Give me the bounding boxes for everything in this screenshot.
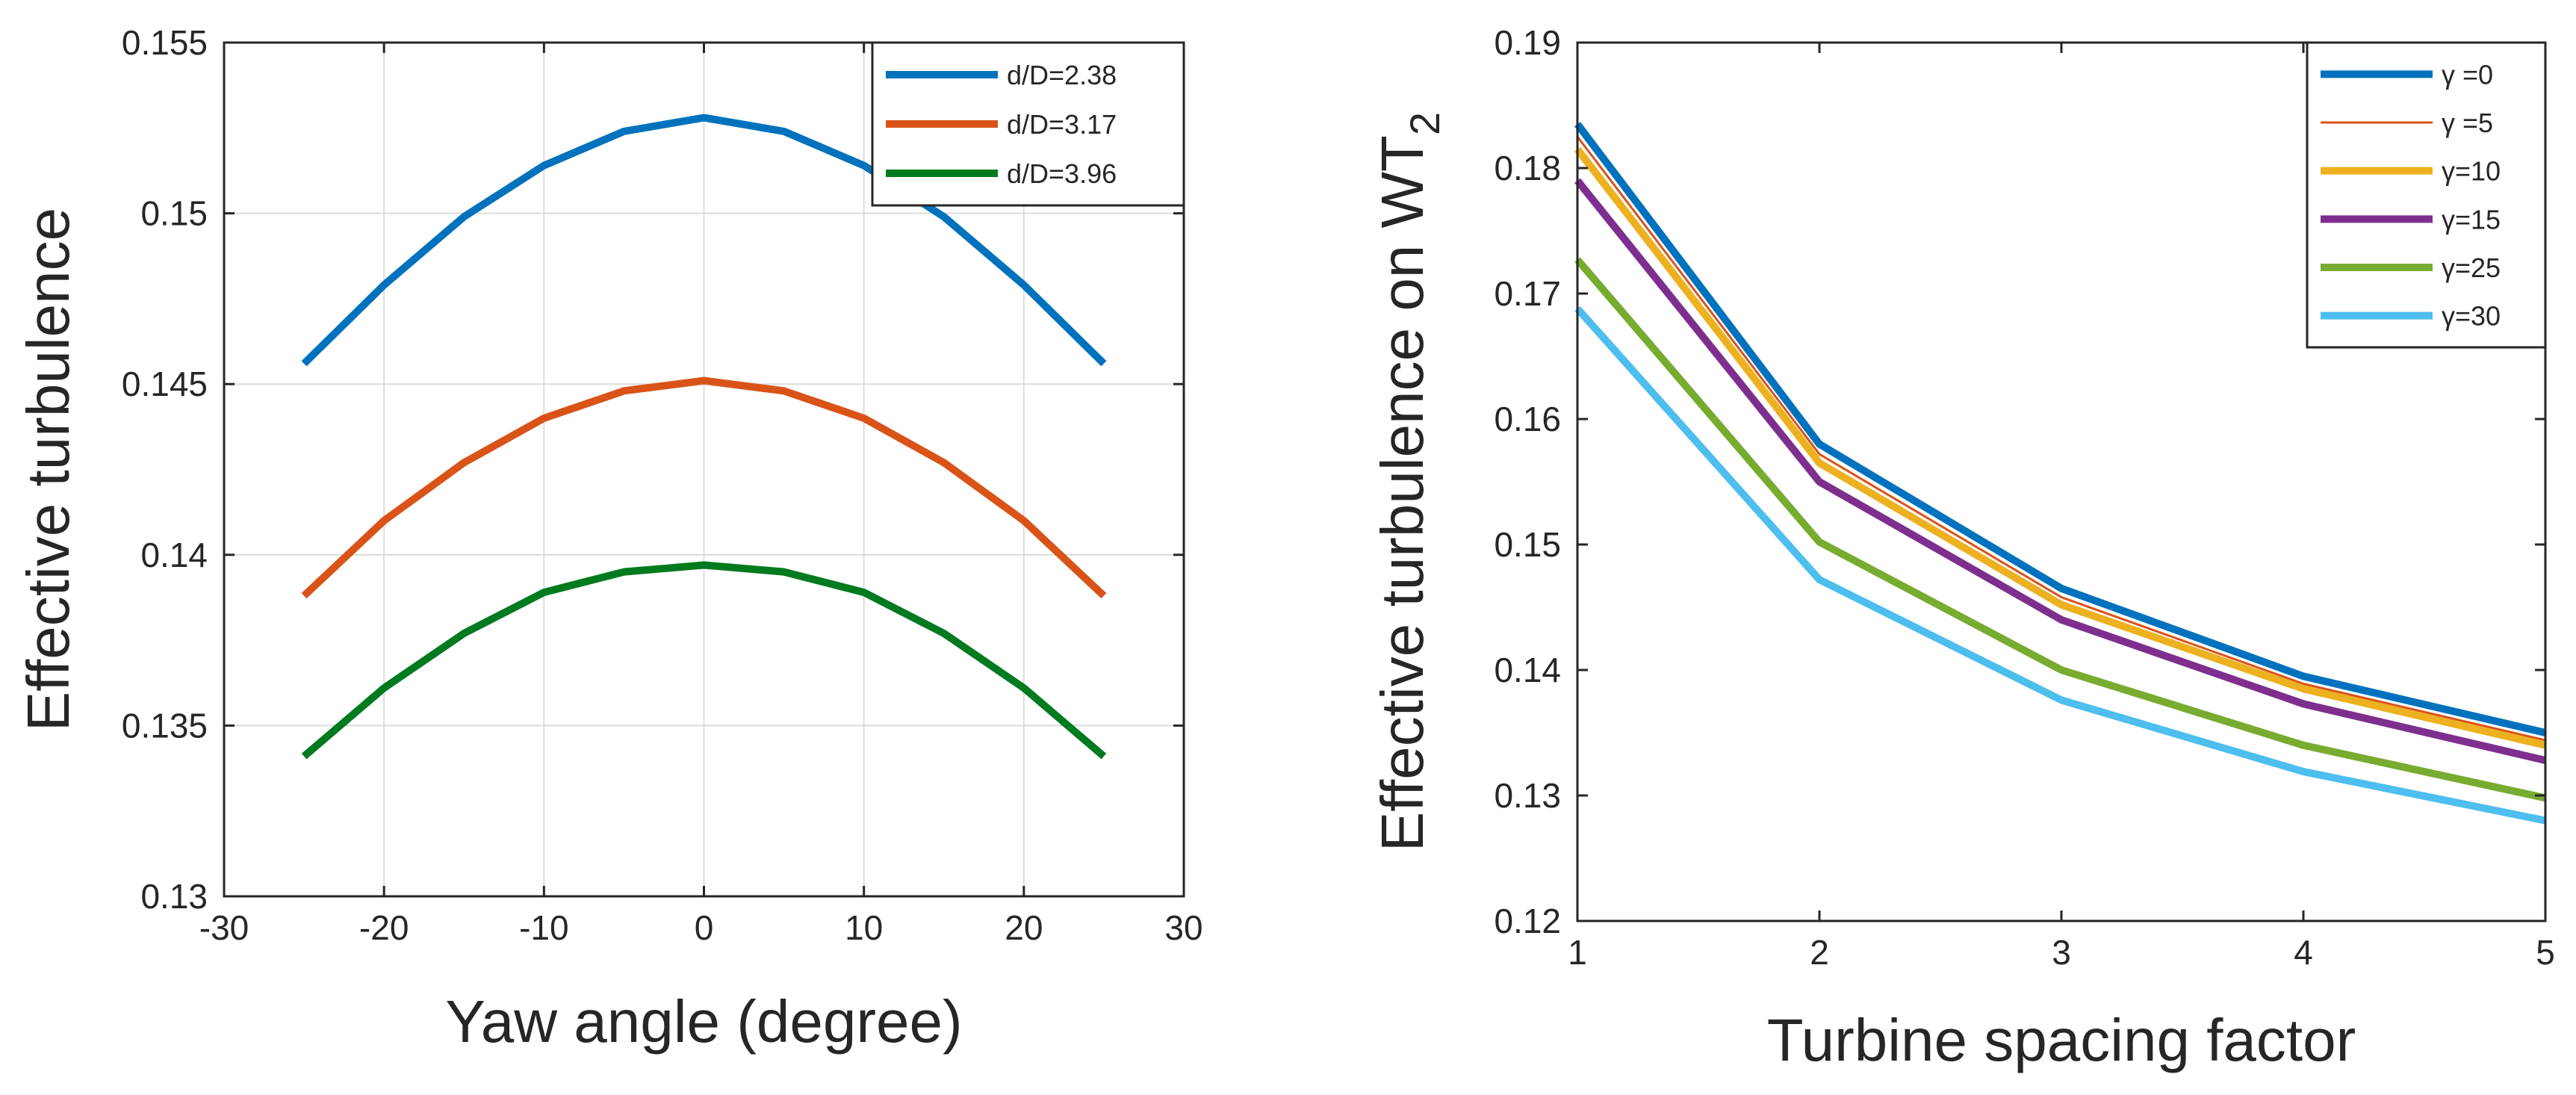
- series-line-d-d-2-38: [301, 114, 1107, 367]
- x-tick-label: 3: [2052, 933, 2071, 972]
- y-tick-label: 0.16: [1494, 400, 1561, 438]
- x-tick-label: 2: [1810, 933, 1829, 972]
- y-axis-label-spacing-main: Effective turbulence on WT: [1369, 135, 1436, 852]
- ticks-yaw: -30 -20 -10 0 10 20 30 0.13 0.135 0.14 0.145 0.15 0.…: [122, 23, 1203, 947]
- x-tick-label: -20: [359, 908, 409, 947]
- x-tick-label: 0: [695, 908, 714, 947]
- legend-yaw: d/D=2.38 d/D=3.17 d/D=3.96: [871, 41, 1185, 207]
- x-tick-label: -10: [519, 908, 568, 947]
- y-tick-label: 0.14: [140, 536, 208, 574]
- x-tick-label: 1: [1568, 933, 1587, 972]
- legend-box: [2306, 41, 2547, 349]
- legend-label-30: γ=30: [2442, 301, 2501, 332]
- legend-label-25: γ=25: [2442, 252, 2501, 283]
- legend-label-d-d-3-96: d/D=3.96: [1007, 158, 1117, 189]
- series-line-5: [1576, 136, 2546, 742]
- y-tick-label: 0.12: [1494, 902, 1561, 940]
- y-tick-label: 0.17: [1494, 274, 1561, 313]
- y-axis-label-spacing: Effective turbulence on WT2: [1369, 112, 1448, 852]
- legend-spacing: γ =0 γ =5 γ=10 γ=15 γ=25 γ=30: [2306, 41, 2547, 349]
- y-tick-label: 0.15: [1494, 525, 1561, 564]
- y-tick-label: 0.15: [140, 194, 208, 233]
- series-lines-spacing: [1574, 122, 2547, 825]
- x-tick-label: 20: [1005, 908, 1043, 947]
- series-line-10: [1574, 146, 2547, 749]
- ticks-spacing: 1 2 3 4 5 0.12 0.13 0.14 0.15 0.16 0.17 0.18 0.19: [1494, 23, 2554, 972]
- legend-label-d-d-3-17: d/D=3.17: [1007, 109, 1117, 140]
- x-axis-label-spacing: Turbine spacing factor: [1767, 1007, 2356, 1073]
- series-line-25: [1574, 257, 2547, 802]
- legend-label-d-d-2-38: d/D=2.38: [1007, 60, 1117, 90]
- x-tick-label: 5: [2536, 933, 2555, 972]
- x-tick-label: -30: [199, 908, 249, 947]
- y-tick-label: 0.14: [1494, 651, 1561, 689]
- y-tick-label: 0.145: [122, 365, 208, 403]
- x-axis-label-yaw: Yaw angle (degree): [445, 988, 962, 1055]
- x-tick-label: 10: [845, 908, 883, 947]
- legend-label-15: γ=15: [2442, 204, 2501, 235]
- chart-spacing-factor: 1 2 3 4 5 0.12 0.13 0.14 0.15 0.16 0.17 0.18 0.19 Tu…: [1369, 23, 2555, 1073]
- y-tick-label: 0.13: [140, 877, 208, 916]
- series-line-15: [1574, 178, 2547, 764]
- legend-label-5: γ =5: [2442, 108, 2493, 138]
- y-tick-label: 0.135: [122, 706, 208, 745]
- series-lines-yaw: [301, 114, 1107, 760]
- x-tick-label: 30: [1164, 908, 1202, 947]
- y-tick-label: 0.155: [122, 23, 208, 62]
- y-tick-label: 0.19: [1494, 23, 1561, 62]
- series-line-d-d-3-17: [301, 376, 1107, 599]
- y-tick-label: 0.18: [1494, 149, 1561, 187]
- series-line-30: [1574, 305, 2546, 825]
- series-line-d-d-3-96: [301, 561, 1107, 760]
- grid-lines-yaw: [224, 43, 1184, 896]
- x-tick-label: 4: [2294, 933, 2313, 972]
- y-axis-label-spacing-subscript: 2: [1401, 112, 1448, 135]
- y-tick-label: 0.13: [1494, 776, 1561, 815]
- y-axis-label-yaw: Effective turbulence: [15, 208, 81, 731]
- chart-yaw-angle: -30 -20 -10 0 10 20 30 0.13 0.135 0.14 0.145 0.15 0.…: [15, 23, 1203, 1055]
- legend-label-0: γ =0: [2442, 59, 2493, 90]
- series-line-0: [1574, 122, 2547, 736]
- legend-label-10: γ=10: [2442, 156, 2501, 187]
